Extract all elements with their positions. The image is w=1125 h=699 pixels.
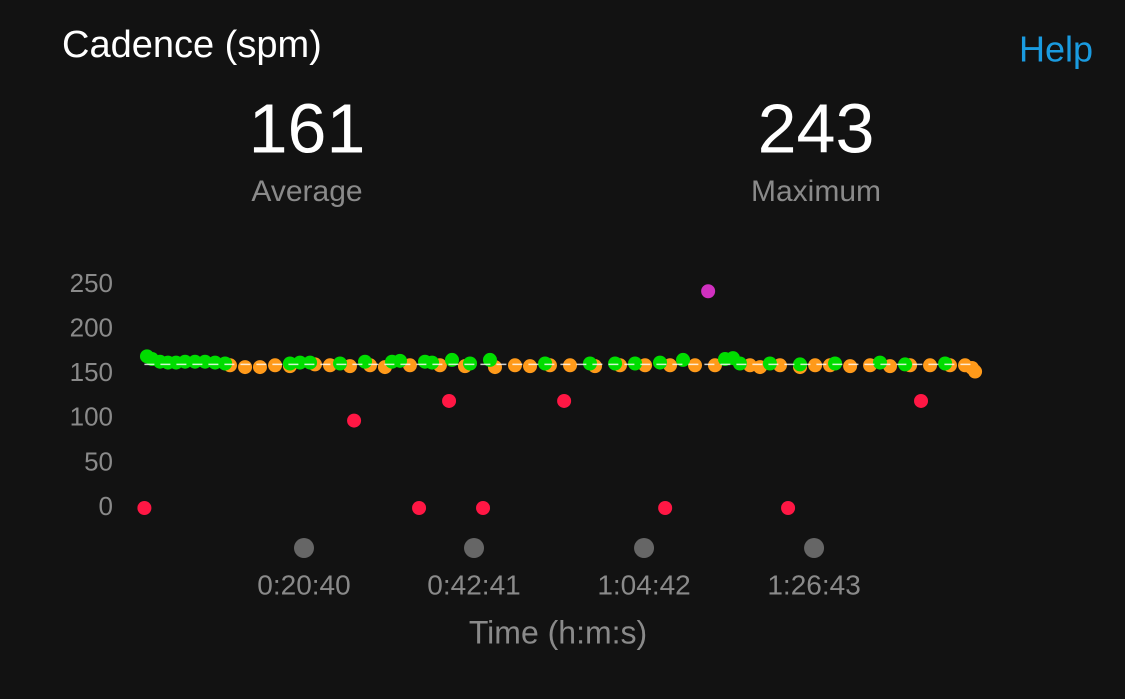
data-point — [793, 357, 808, 372]
data-point — [707, 358, 722, 373]
x-tick-label: 1:04:42 — [597, 569, 690, 600]
x-tick-marker — [464, 538, 485, 558]
data-point — [608, 356, 623, 371]
data-point — [198, 354, 213, 369]
data-point — [658, 501, 673, 515]
data-point — [238, 360, 253, 375]
x-tick-marker — [293, 538, 314, 558]
data-point — [563, 358, 578, 373]
data-point — [476, 501, 491, 515]
data-point — [923, 358, 938, 373]
data-point — [208, 355, 223, 370]
data-point — [252, 360, 267, 375]
data-point — [676, 352, 691, 367]
data-point — [538, 356, 553, 371]
y-tick-label: 200 — [70, 312, 113, 342]
data-point — [293, 355, 308, 370]
x-tick-label: 0:20:40 — [257, 569, 350, 600]
data-point — [463, 356, 478, 371]
data-point — [482, 352, 497, 367]
y-tick-label: 0 — [99, 491, 113, 521]
data-point — [872, 355, 887, 370]
data-point — [653, 355, 668, 370]
data-point — [843, 359, 858, 374]
data-point — [688, 358, 703, 373]
data-point — [358, 354, 373, 369]
data-point — [137, 501, 152, 515]
stat-value: 161 — [249, 89, 366, 167]
data-point — [701, 284, 716, 299]
data-point — [268, 358, 283, 373]
data-point — [762, 356, 777, 371]
x-tick-marker — [804, 538, 825, 558]
x-tick-label: 1:26:43 — [767, 569, 860, 600]
help-link[interactable]: Help — [1019, 29, 1093, 70]
data-point — [445, 352, 460, 367]
data-point — [781, 501, 796, 515]
data-point — [938, 356, 953, 371]
data-point — [828, 356, 843, 371]
stat-label: Average — [251, 175, 362, 208]
data-point — [507, 358, 522, 373]
x-tick-label: 0:42:41 — [427, 569, 520, 600]
y-tick-label: 250 — [70, 268, 113, 298]
stat-label: Maximum — [751, 175, 881, 208]
data-point — [442, 393, 457, 408]
x-tick-marker — [634, 538, 655, 558]
stat-value: 243 — [758, 89, 875, 167]
data-point — [347, 413, 362, 428]
y-tick-label: 100 — [70, 402, 113, 432]
panel-title: Cadence (spm) — [62, 24, 322, 66]
data-point — [914, 393, 929, 408]
data-point — [178, 354, 193, 369]
data-point — [218, 356, 233, 371]
data-point — [187, 354, 202, 369]
data-point — [303, 355, 318, 370]
data-point — [628, 356, 643, 371]
x-axis-title: Time (h:m:s) — [469, 614, 647, 650]
data-point — [732, 356, 747, 371]
data-point — [968, 364, 983, 379]
data-point — [393, 353, 408, 368]
data-point — [557, 393, 572, 408]
y-tick-label: 150 — [70, 357, 113, 387]
data-point — [333, 356, 348, 371]
y-tick-label: 50 — [84, 446, 113, 476]
data-point — [282, 356, 297, 371]
data-point — [808, 358, 823, 373]
data-point — [425, 355, 440, 370]
data-point — [523, 359, 538, 374]
data-point — [582, 356, 597, 371]
data-point — [412, 501, 427, 515]
